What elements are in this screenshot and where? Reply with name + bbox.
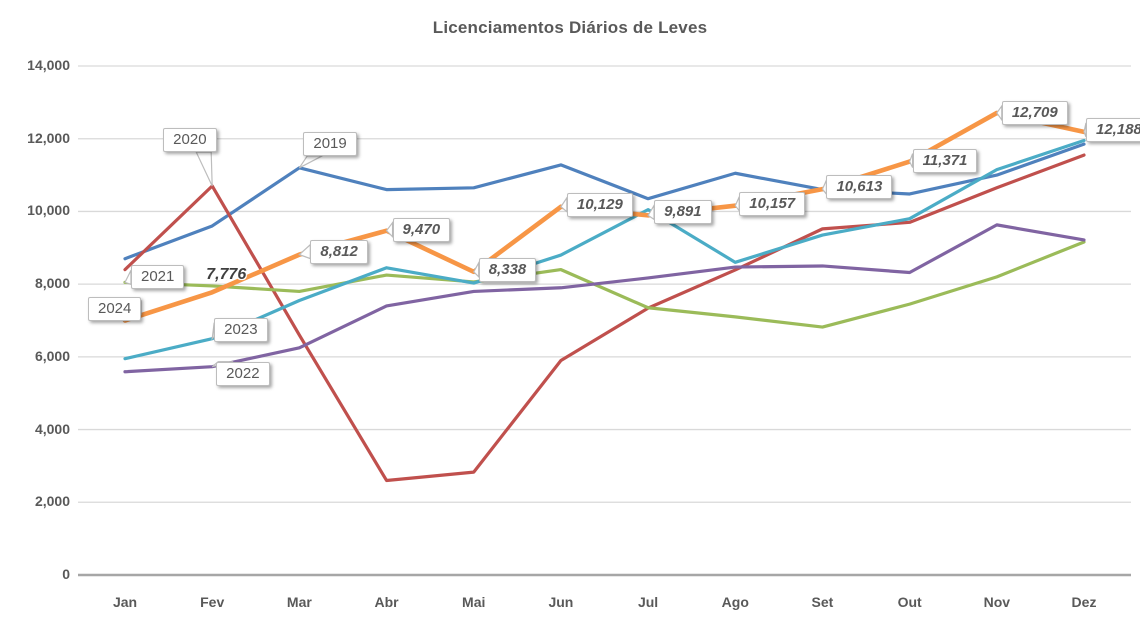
series-line-2020 <box>123 153 1086 483</box>
callout-tail <box>211 322 215 341</box>
series-line-2022 <box>123 223 1086 374</box>
callout-tail <box>472 260 480 279</box>
series-line-2021 <box>123 240 1086 329</box>
callout-tail <box>996 104 1003 122</box>
chart-title: Licenciamentos Diários de Leves <box>432 18 708 37</box>
series-line-2019 <box>123 142 1086 261</box>
callout-tail <box>734 196 740 213</box>
callout-tail <box>195 151 213 187</box>
callout-tail <box>1083 122 1087 138</box>
callout-tail <box>124 270 132 286</box>
callout-tail <box>821 179 828 196</box>
callout-tail <box>560 195 568 214</box>
series-line-2023 <box>123 138 1086 361</box>
callout-tail <box>298 155 323 169</box>
callout-tail <box>908 153 914 168</box>
